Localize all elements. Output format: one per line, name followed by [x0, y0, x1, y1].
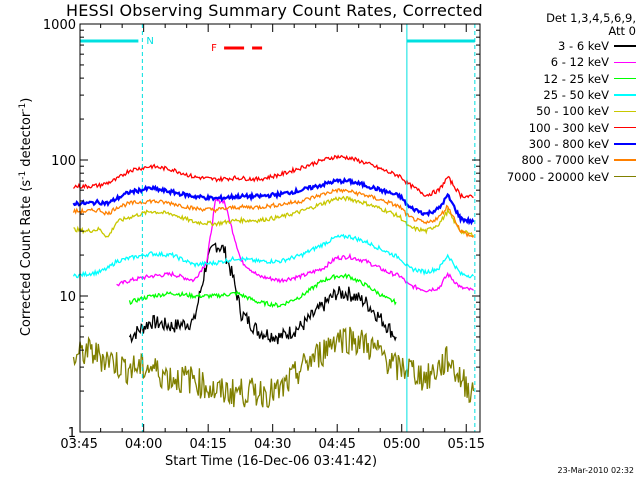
timestamp: 23-Mar-2010 02:32 — [557, 466, 635, 475]
legend-entry-label: 300 - 800 keV — [528, 136, 609, 151]
legend: Det 1,3,4,5,6,9, Att 0 3 - 6 keV 6 - 12 k… — [488, 12, 636, 185]
x-axis-label: Start Time (16-Dec-06 03:41:42) — [165, 454, 378, 469]
legend-entry-label: 6 - 12 keV — [550, 55, 609, 70]
y-tick-label: 10 — [59, 290, 76, 305]
legend-entry-label: 800 - 7000 keV — [521, 153, 609, 168]
legend-entry: 3 - 6 keV — [488, 38, 636, 54]
chart-title: HESSI Observing Summary Count Rates, Cor… — [66, 1, 483, 20]
legend-entry-label: 50 - 100 keV — [536, 104, 609, 119]
legend-swatch — [614, 126, 636, 129]
legend-swatch — [614, 175, 636, 178]
x-tick-label: 03:45 — [60, 437, 97, 452]
legend-entry: 25 - 50 keV — [488, 87, 636, 103]
series-line-8 — [72, 188, 475, 238]
legend-entry-label: 25 - 50 keV — [543, 88, 609, 103]
legend-swatch — [614, 110, 636, 113]
legend-entry-label: 3 - 6 keV — [558, 39, 609, 54]
y-axis-label: Corrected Count Rate (s-1 detector-1) — [17, 98, 35, 337]
legend-swatch — [614, 159, 636, 161]
y-axis-label-sup2: -1 — [17, 102, 28, 112]
legend-entry-label: 100 - 300 keV — [528, 120, 609, 135]
legend-header-line2: Att 0 — [608, 24, 636, 38]
y-axis-label-mid: detector — [19, 111, 35, 171]
y-tick-label: 1 — [68, 426, 76, 441]
series-line-2 — [116, 197, 474, 293]
annotation-label-F: F — [211, 43, 217, 54]
legend-entry-label: 7000 - 20000 keV — [506, 169, 609, 184]
y-tick-label: 1000 — [43, 18, 76, 33]
legend-entry: 12 - 25 keV — [488, 71, 636, 87]
legend-swatch — [614, 45, 636, 47]
x-tick-label: 04:15 — [189, 437, 226, 452]
legend-entry: 100 - 300 keV — [488, 119, 636, 135]
legend-entry: 6 - 12 keV — [488, 54, 636, 70]
series-line-3 — [128, 273, 397, 309]
legend-entry: 300 - 800 keV — [488, 136, 636, 152]
legend-entry: 800 - 7000 keV — [488, 152, 636, 168]
series-line-4 — [72, 233, 475, 279]
x-tick-label: 05:15 — [448, 437, 485, 452]
y-tick-label: 100 — [51, 154, 76, 169]
legend-swatch — [614, 94, 636, 96]
series-line-1 — [128, 242, 397, 345]
legend-header-line1: Det 1,3,4,5,6,9, — [546, 11, 636, 25]
y-axis-label-text: Corrected Count Rate (s — [19, 179, 35, 337]
legend-entry: 50 - 100 keV — [488, 103, 636, 119]
legend-swatch — [614, 61, 636, 64]
y-axis-label-sup: -1 — [17, 170, 28, 180]
legend-entry-label: 12 - 25 keV — [543, 71, 609, 86]
x-tick-label: 04:00 — [125, 437, 162, 452]
x-tick-label: 04:45 — [318, 437, 355, 452]
legend-swatch — [614, 77, 636, 80]
y-axis-label-end: ) — [19, 97, 35, 103]
x-tick-label: 05:00 — [383, 437, 420, 452]
legend-entry: 7000 - 20000 keV — [488, 168, 636, 184]
annotation-label-N: N — [146, 36, 153, 47]
legend-rows: 3 - 6 keV 6 - 12 keV 12 - 25 keV 25 - 50 ke… — [488, 38, 636, 185]
legend-swatch — [614, 143, 636, 145]
x-tick-label: 04:30 — [254, 437, 291, 452]
axes-box — [79, 23, 481, 433]
